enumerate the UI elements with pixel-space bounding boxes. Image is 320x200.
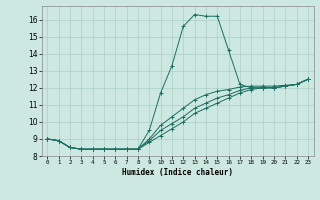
X-axis label: Humidex (Indice chaleur): Humidex (Indice chaleur)	[122, 168, 233, 177]
